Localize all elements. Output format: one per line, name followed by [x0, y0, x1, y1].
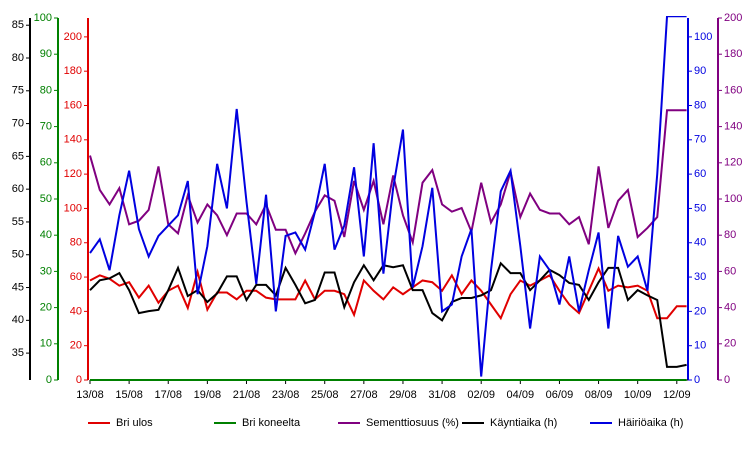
x-tick-label: 23/08 — [272, 389, 300, 401]
y-tick-label: 80 — [40, 84, 52, 96]
y-tick-label: 120 — [724, 157, 742, 169]
y-tick-label: 160 — [724, 84, 742, 96]
y-tick-label: 10 — [40, 338, 52, 350]
y-tick-label: 200 — [64, 31, 82, 43]
y-tick-label: 90 — [40, 48, 52, 60]
x-tick-label: 19/08 — [194, 389, 222, 401]
series-line — [89, 265, 687, 321]
x-tick-label: 15/08 — [115, 389, 143, 401]
x-tick-label: 10/09 — [624, 389, 652, 401]
y-tick-label: 55 — [12, 216, 24, 228]
y-tick-label: 40 — [70, 305, 82, 317]
y-tick-label: 140 — [724, 121, 742, 133]
y-tick-label: 60 — [70, 271, 82, 283]
y-tick-label: 20 — [40, 302, 52, 314]
y-tick-label: 90 — [694, 65, 706, 77]
x-tick-label: 08/09 — [585, 389, 613, 401]
x-tick-label: 29/08 — [389, 389, 417, 401]
y-tick-label: 80 — [70, 237, 82, 249]
y-tick-label: 60 — [40, 157, 52, 169]
y-tick-label: 0 — [76, 374, 82, 386]
legend-label: Bri ulos — [116, 417, 153, 429]
y-tick-label: 40 — [724, 302, 736, 314]
x-tick-label: 27/08 — [350, 389, 378, 401]
y-tick-label: 50 — [12, 249, 24, 261]
y-tick-label: 10 — [694, 340, 706, 352]
y-tick-label: 200 — [724, 12, 742, 24]
y-tick-label: 40 — [694, 237, 706, 249]
legend-label: Bri koneelta — [242, 417, 301, 429]
plot — [89, 16, 687, 381]
y-tick-label: 45 — [12, 281, 24, 293]
y-tick-label: 75 — [12, 85, 24, 97]
y-tick-label: 160 — [64, 99, 82, 111]
legend-label: Käyntiaika (h) — [490, 417, 557, 429]
y-tick-label: 70 — [40, 121, 52, 133]
y-tick-label: 35 — [12, 347, 24, 359]
y-tick-label: 50 — [694, 202, 706, 214]
series-line — [89, 16, 687, 377]
x-tick-label: 21/08 — [233, 389, 261, 401]
y-tick-label: 80 — [12, 52, 24, 64]
x-tick-label: 06/09 — [546, 389, 574, 401]
x-tick-label: 17/08 — [154, 389, 182, 401]
y-tick-label: 140 — [64, 134, 82, 146]
y-tick-label: 120 — [64, 168, 82, 180]
legend-label: Sementtiosuus (%) — [366, 417, 459, 429]
y-tick-label: 0 — [694, 374, 700, 386]
y-tick-label: 85 — [12, 19, 24, 31]
y-tick-label: 60 — [12, 183, 24, 195]
x-tick-label: 12/09 — [663, 389, 691, 401]
y-tick-label: 65 — [12, 150, 24, 162]
x-tick-label: 02/09 — [467, 389, 495, 401]
y-tick-label: 50 — [40, 193, 52, 205]
y-tick-label: 80 — [724, 229, 736, 241]
y-tick-label: 0 — [46, 374, 52, 386]
y-tick-label: 30 — [40, 265, 52, 277]
x-tick-label: 13/08 — [76, 389, 104, 401]
y-tick-label: 0 — [724, 374, 730, 386]
y-tick-label: 40 — [12, 314, 24, 326]
y-tick-label: 20 — [694, 305, 706, 317]
y-tick-label: 100 — [724, 193, 742, 205]
y-tick-label: 20 — [724, 338, 736, 350]
y-tick-label: 100 — [34, 12, 52, 24]
y-tick-label: 80 — [694, 99, 706, 111]
legend-label: Häiriöaika (h) — [618, 417, 683, 429]
y-tick-label: 100 — [694, 31, 712, 43]
series-line — [89, 261, 687, 368]
y-tick-label: 180 — [64, 65, 82, 77]
y-tick-label: 100 — [64, 202, 82, 214]
y-tick-label: 40 — [40, 229, 52, 241]
x-tick-label: 04/09 — [507, 389, 535, 401]
y-tick-label: 70 — [12, 117, 24, 129]
y-tick-label: 60 — [694, 168, 706, 180]
y-tick-label: 20 — [70, 340, 82, 352]
y-tick-label: 70 — [694, 134, 706, 146]
x-tick-label: 25/08 — [311, 389, 339, 401]
x-tick-label: 31/08 — [428, 389, 456, 401]
y-tick-label: 180 — [724, 48, 742, 60]
y-tick-label: 30 — [694, 271, 706, 283]
y-tick-label: 60 — [724, 265, 736, 277]
